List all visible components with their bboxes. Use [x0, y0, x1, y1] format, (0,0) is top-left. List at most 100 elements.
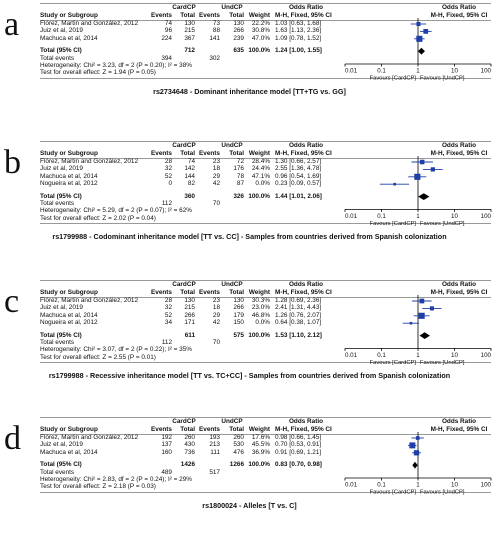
- total-undcp: 530: [233, 441, 244, 449]
- or-ci-value: 0.23 [0.09, 0.57]: [275, 180, 322, 188]
- or-ci-value: 0.98 [0.66, 1.45]: [275, 434, 322, 441]
- header-or-title-plot: Odds Ratio: [441, 418, 477, 425]
- forest-panel-d: d CardCP UndCP Odds Ratio Odds Ratio Study or…: [0, 414, 499, 550]
- total-undcp: 87: [236, 180, 244, 188]
- study-name: Juiz et al, 2019: [40, 165, 83, 173]
- or-ci-value: 1.09 [0.78, 1.52]: [275, 34, 322, 42]
- weight-value: 17.6%: [251, 434, 270, 441]
- study-or-square: [418, 312, 425, 319]
- study-name: Flórez, Martin and González, 2012: [40, 297, 139, 304]
- total-events-undcp: 517: [209, 468, 220, 476]
- panel-caption: rs2734648 - Dominant inheritance model […: [153, 86, 346, 96]
- x-axis-tick-label: 0.01: [345, 68, 358, 75]
- header-group2: UndCP: [221, 4, 243, 11]
- events-undcp: 23: [212, 158, 220, 165]
- study-name: Machuca et al, 2014: [40, 448, 98, 456]
- header-group1: CardCP: [172, 4, 196, 11]
- total-or-ci: 1.24 [1.00, 1.55]: [275, 47, 322, 55]
- x-axis-tick-label: 100: [481, 352, 492, 359]
- header-rule-bottom: [40, 20, 491, 21]
- total-events-cardcp: 112: [161, 200, 172, 207]
- or-ci-value: 1.03 [0.63, 1.68]: [275, 20, 322, 27]
- total-label: Total (95% CI): [40, 47, 82, 55]
- panel-letter: d: [4, 420, 21, 457]
- events-undcp: 141: [209, 34, 220, 42]
- total-cardcp: 430: [184, 441, 195, 449]
- x-axis-tick-label: 1: [416, 352, 420, 359]
- events-undcp: 213: [209, 441, 220, 449]
- total-cardcp: 215: [184, 27, 195, 35]
- events-undcp: 193: [209, 434, 220, 441]
- header-rule-top: [40, 141, 491, 142]
- total-n-cardcp: 611: [184, 331, 195, 339]
- study-or-square: [419, 159, 425, 165]
- header-or-title-plot: Odds Ratio: [441, 4, 477, 11]
- header-or-title-plot: Odds Ratio: [441, 281, 477, 288]
- events-cardcp: 74: [164, 20, 172, 27]
- total-weight: 100.0%: [248, 331, 270, 339]
- header-events-2: Events: [199, 426, 220, 433]
- x-axis-tick-label: 10: [451, 352, 458, 359]
- header-weight: Weight: [248, 289, 270, 296]
- panel-caption: rs1800024 - Alleles [T vs. C]: [202, 500, 297, 510]
- x-axis-tick-label: 0.1: [377, 482, 386, 489]
- overall-effect-text: Test for overall effect: Z = 2.02 (P = 0…: [40, 214, 156, 222]
- total-cardcp: 142: [184, 165, 195, 173]
- panel-letter: a: [4, 6, 20, 43]
- header-group2: UndCP: [221, 418, 243, 425]
- total-undcp: 176: [233, 165, 244, 173]
- heterogeneity-text: Heterogeneity: Chi² = 3.23, df = 2 (P = …: [40, 62, 192, 69]
- x-axis-tick-label: 0.01: [345, 213, 358, 220]
- total-undcp: 179: [233, 311, 244, 319]
- header-rule-bottom: [40, 297, 491, 298]
- events-cardcp: 34: [164, 319, 172, 327]
- favours-right-label: Favours [UndCP]: [420, 76, 465, 82]
- or-ci-value: 0.96 [0.54, 1.69]: [275, 172, 322, 180]
- heterogeneity-text: Heterogeneity: Chi² = 2.83, df = 2 (P = …: [40, 476, 192, 483]
- favours-left-label: Favours [CardCP]: [370, 221, 417, 227]
- header-events-1: Events: [151, 426, 172, 433]
- header-or-title: Odds Ratio: [288, 4, 324, 11]
- header-method-plot: M-H, Fixed, 95% CI: [430, 426, 488, 433]
- x-axis-tick-label: 10: [451, 68, 458, 75]
- total-undcp: 260: [233, 434, 244, 441]
- total-undcp: 130: [233, 297, 244, 304]
- events-undcp: 42: [212, 319, 220, 327]
- total-undcp: 476: [233, 448, 244, 456]
- study-or-square: [423, 29, 429, 34]
- events-cardcp: 52: [164, 172, 172, 180]
- events-cardcp: 160: [161, 448, 172, 456]
- panel-letter: b: [4, 144, 21, 181]
- header-events-2: Events: [199, 289, 220, 296]
- weight-value: 28.4%: [251, 158, 270, 165]
- header-method: M-H, Fixed, 95% CI: [275, 12, 332, 19]
- total-cardcp: 130: [184, 297, 195, 304]
- weight-value: 47.1%: [251, 172, 270, 180]
- forest-panel-a: a CardCP UndCP Odds Ratio Odds Ratio Study or…: [0, 0, 499, 137]
- total-weight: 100.0%: [248, 47, 270, 55]
- bottom-rule: [40, 77, 491, 79]
- or-ci-value: 0.91 [0.69, 1.21]: [275, 448, 322, 456]
- header-group1: CardCP: [172, 281, 196, 288]
- total-cardcp: 171: [184, 319, 195, 327]
- weight-value: 45.5%: [251, 441, 270, 449]
- header-weight: Weight: [248, 12, 270, 19]
- header-total-2: Total: [229, 12, 244, 19]
- favours-left-label: Favours [CardCP]: [370, 360, 417, 366]
- or-ci-value: 1.30 [0.66, 2.57]: [275, 158, 322, 165]
- study-or-square: [413, 450, 420, 456]
- x-axis-tick-label: 1: [416, 482, 420, 489]
- total-label: Total (95% CI): [40, 192, 82, 200]
- total-weight: 100.0%: [248, 461, 270, 469]
- header-total-1: Total: [180, 426, 195, 433]
- total-cardcp: 260: [184, 434, 195, 441]
- total-n-undcp: 635: [233, 47, 244, 55]
- header-total-1: Total: [180, 12, 195, 19]
- header-method: M-H, Fixed, 95% CI: [275, 426, 332, 433]
- total-n-cardcp: 712: [184, 47, 195, 55]
- events-cardcp: 28: [164, 297, 172, 304]
- header-events-2: Events: [199, 150, 220, 157]
- x-axis-tick-label: 100: [481, 482, 492, 489]
- header-study: Study or Subgroup: [40, 150, 98, 157]
- or-ci-value: 0.70 [0.53, 0.91]: [275, 441, 322, 449]
